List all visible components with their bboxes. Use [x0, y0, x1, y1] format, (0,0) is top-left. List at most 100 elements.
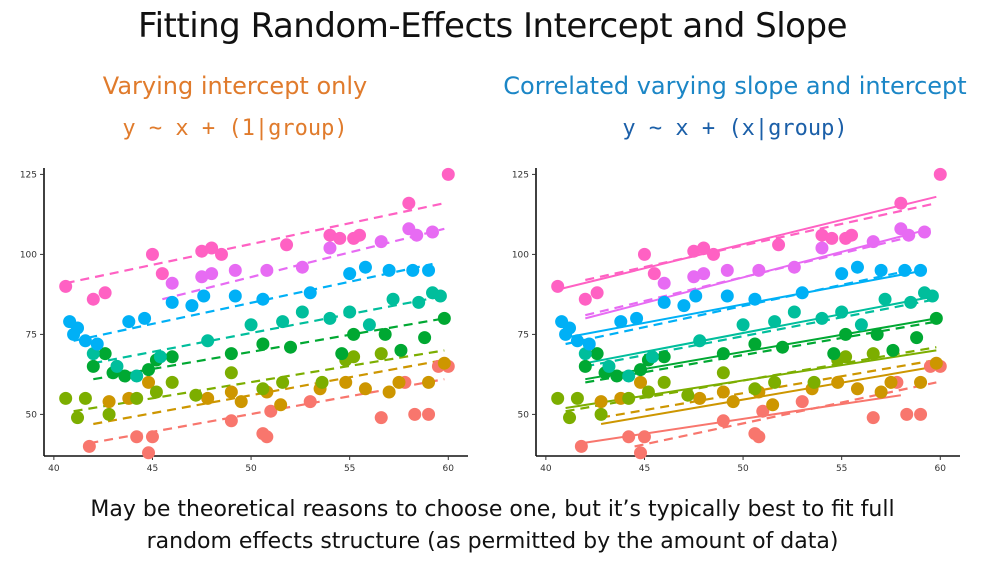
group-6-point: [71, 321, 85, 335]
group-1-point: [900, 407, 914, 421]
group-8-point: [706, 247, 720, 261]
group-1-point: [756, 404, 770, 418]
group-6-point: [303, 286, 317, 300]
group-2-point: [850, 382, 864, 396]
group-8-point: [402, 196, 416, 210]
group-4-point: [378, 327, 392, 341]
group-3-point: [130, 391, 144, 405]
group-7-point: [260, 263, 274, 277]
group-7-point: [815, 241, 829, 255]
group-3-point: [347, 350, 361, 364]
group-8-point: [86, 292, 100, 306]
group-4-point: [578, 359, 592, 373]
group-4-point: [610, 369, 624, 383]
group-4-point: [394, 343, 408, 357]
group-4-point: [590, 347, 604, 361]
group-3-point: [276, 375, 290, 389]
group-8-point: [155, 267, 169, 281]
group-2-point: [422, 375, 436, 389]
group-2-point: [831, 375, 845, 389]
group-8-point: [590, 286, 604, 300]
group-6-point: [850, 260, 864, 274]
group-6-point: [406, 263, 420, 277]
group-2-point: [726, 395, 740, 409]
group-5-point: [925, 289, 939, 303]
group-4-point: [910, 331, 924, 345]
footer-line-2: random effects structure (as permitted b…: [146, 529, 839, 554]
group-7-fit-line: [162, 227, 445, 301]
group-6-point: [748, 292, 762, 306]
group-7-point: [918, 225, 932, 239]
group-1-point: [422, 407, 436, 421]
group-3-point: [189, 388, 203, 402]
group-7-point: [410, 228, 424, 242]
model-formula: y ~ x + (1|group): [122, 116, 348, 141]
group-1-point: [374, 411, 388, 425]
group-4-point: [716, 347, 730, 361]
x-tick-label: 55: [836, 464, 847, 474]
group-8-point: [551, 279, 565, 293]
group-5-point: [693, 334, 707, 348]
group-1-point: [224, 414, 238, 428]
group-8-point: [333, 231, 347, 245]
group-6-point: [795, 286, 809, 300]
group-8-point: [578, 292, 592, 306]
group-6-point: [197, 289, 211, 303]
group-5-fit-line: [585, 295, 937, 365]
group-8-point: [933, 167, 947, 181]
group-7-point: [374, 235, 388, 249]
group-6-fixed-slope-line: [565, 266, 925, 346]
group-3-point: [657, 375, 671, 389]
group-7-point: [687, 270, 701, 284]
panel-subtitle: Varying intercept only: [102, 72, 368, 100]
group-5-point: [130, 369, 144, 383]
model-formula: y ~ x + (x|group): [622, 116, 848, 141]
x-tick-label: 45: [147, 464, 158, 474]
group-6-point: [165, 295, 179, 309]
group-1-point: [752, 430, 766, 444]
group-7-point: [426, 225, 440, 239]
group-4-point: [142, 363, 156, 377]
x-tick-label: 45: [639, 464, 650, 474]
group-4-point: [827, 347, 841, 361]
group-3-point: [681, 388, 695, 402]
group-6-point: [138, 311, 152, 325]
group-8-fit-line: [557, 195, 937, 291]
group-6-point: [570, 334, 584, 348]
group-1-point: [82, 439, 96, 453]
group-2-point: [234, 395, 248, 409]
group-8-point: [815, 228, 829, 242]
group-7-point: [205, 267, 219, 281]
group-3-point: [716, 366, 730, 380]
group-3-point: [102, 407, 116, 421]
group-1-point: [264, 404, 278, 418]
group-4-point: [98, 347, 112, 361]
group-3-point: [71, 411, 85, 425]
group-2-point: [274, 398, 288, 412]
x-tick-label: 50: [737, 464, 749, 474]
x-tick-label: 40: [48, 464, 60, 474]
group-2-point: [634, 375, 648, 389]
group-4-point: [165, 350, 179, 364]
group-1-point: [622, 430, 636, 444]
group-6-fit-line: [565, 269, 925, 339]
group-4-point: [418, 331, 432, 345]
group-6-point: [677, 299, 691, 313]
group-4-point: [224, 347, 238, 361]
group-8-point: [323, 228, 337, 242]
group-6-point: [874, 263, 888, 277]
group-2-point: [358, 382, 372, 396]
group-8-point: [441, 167, 455, 181]
group-8-point: [145, 247, 159, 261]
group-1-point: [716, 414, 730, 428]
group-1-point: [574, 439, 588, 453]
group-1-point: [142, 446, 156, 460]
group-1-point: [408, 407, 422, 421]
group-5-point: [736, 318, 750, 332]
group-2-point: [874, 385, 888, 399]
group-4-point: [776, 340, 790, 354]
group-3-point: [165, 375, 179, 389]
group-3-point: [563, 411, 577, 425]
y-tick-label: 125: [20, 170, 37, 180]
group-4-point: [634, 363, 648, 377]
